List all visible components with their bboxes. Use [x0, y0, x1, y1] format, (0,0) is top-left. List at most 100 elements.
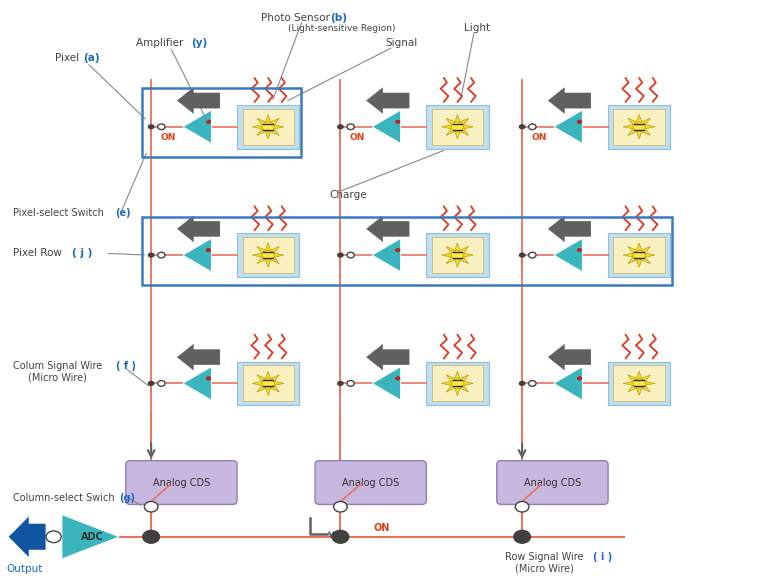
Polygon shape — [554, 239, 582, 272]
Polygon shape — [441, 114, 473, 139]
Text: ( f ): ( f ) — [116, 361, 136, 371]
Bar — [613, 237, 664, 273]
Circle shape — [148, 124, 155, 130]
Polygon shape — [554, 367, 582, 400]
Circle shape — [633, 250, 645, 260]
Text: ON: ON — [161, 133, 176, 142]
Bar — [432, 237, 483, 273]
Text: ON: ON — [350, 133, 365, 142]
Bar — [242, 109, 293, 145]
Text: Signal: Signal — [386, 38, 418, 49]
Circle shape — [148, 381, 155, 386]
Circle shape — [529, 252, 536, 258]
Text: ( j ): ( j ) — [72, 248, 92, 258]
Circle shape — [158, 380, 165, 386]
Polygon shape — [178, 216, 220, 241]
Circle shape — [515, 502, 529, 512]
Circle shape — [633, 379, 645, 388]
Text: (g): (g) — [120, 493, 136, 503]
Text: (Micro Wire): (Micro Wire) — [27, 373, 87, 383]
Text: Charge: Charge — [329, 190, 367, 200]
Text: (Micro Wire): (Micro Wire) — [514, 563, 574, 573]
Polygon shape — [183, 110, 211, 144]
Text: Analog CDS: Analog CDS — [342, 478, 399, 488]
Circle shape — [519, 124, 526, 130]
Text: ADC: ADC — [81, 532, 104, 542]
Circle shape — [395, 120, 400, 124]
Bar — [613, 366, 664, 401]
Text: (b): (b) — [331, 13, 347, 23]
Text: Output: Output — [6, 564, 43, 574]
Circle shape — [337, 253, 344, 258]
Polygon shape — [623, 114, 655, 139]
Bar — [237, 233, 299, 277]
Text: Colum Signal Wire: Colum Signal Wire — [13, 361, 105, 371]
Polygon shape — [62, 515, 119, 559]
Circle shape — [207, 120, 211, 124]
Circle shape — [577, 248, 581, 252]
Text: Pixel-select Switch: Pixel-select Switch — [13, 207, 107, 217]
Circle shape — [46, 531, 61, 543]
Polygon shape — [183, 367, 211, 400]
Text: Light: Light — [464, 23, 490, 33]
Text: Row Signal Wire: Row Signal Wire — [505, 551, 587, 561]
Polygon shape — [252, 114, 284, 139]
Polygon shape — [9, 517, 45, 557]
Circle shape — [577, 120, 581, 124]
Circle shape — [332, 530, 349, 543]
Text: Column-select Swich: Column-select Swich — [13, 493, 117, 503]
Circle shape — [337, 124, 344, 130]
FancyBboxPatch shape — [126, 461, 237, 505]
Circle shape — [514, 530, 530, 543]
Polygon shape — [183, 239, 211, 272]
Circle shape — [144, 502, 158, 512]
FancyBboxPatch shape — [315, 461, 427, 505]
Polygon shape — [623, 371, 655, 396]
Polygon shape — [252, 371, 284, 396]
Text: Amplifier: Amplifier — [136, 38, 187, 49]
Polygon shape — [367, 216, 409, 241]
Circle shape — [347, 380, 354, 386]
Polygon shape — [178, 88, 220, 113]
Bar — [426, 233, 488, 277]
Text: (y): (y) — [191, 38, 207, 49]
Circle shape — [633, 122, 645, 131]
Text: ON: ON — [374, 523, 390, 533]
Circle shape — [262, 250, 274, 260]
Bar — [608, 233, 671, 277]
Text: Photo Sensor: Photo Sensor — [261, 13, 333, 23]
Circle shape — [519, 381, 526, 386]
Polygon shape — [178, 345, 220, 370]
Circle shape — [142, 530, 159, 543]
Circle shape — [395, 248, 400, 252]
Circle shape — [519, 253, 526, 258]
Polygon shape — [372, 110, 401, 144]
Circle shape — [347, 124, 354, 130]
Bar — [432, 109, 483, 145]
Bar — [613, 109, 664, 145]
Circle shape — [334, 502, 347, 512]
Bar — [608, 105, 671, 149]
Polygon shape — [548, 88, 591, 113]
Polygon shape — [441, 243, 473, 267]
Bar — [608, 362, 671, 406]
Text: (a): (a) — [83, 53, 100, 63]
Circle shape — [158, 252, 165, 258]
Circle shape — [529, 124, 536, 130]
Text: Analog CDS: Analog CDS — [523, 478, 581, 488]
Bar — [242, 237, 293, 273]
Text: ON: ON — [531, 133, 547, 142]
Bar — [426, 105, 488, 149]
Circle shape — [207, 248, 211, 252]
Text: ( i ): ( i ) — [593, 551, 612, 561]
FancyBboxPatch shape — [497, 461, 608, 505]
Circle shape — [451, 379, 463, 388]
Circle shape — [451, 122, 463, 131]
Circle shape — [529, 380, 536, 386]
Polygon shape — [367, 345, 409, 370]
Circle shape — [207, 377, 211, 380]
Bar — [242, 366, 293, 401]
Polygon shape — [372, 367, 401, 400]
Circle shape — [262, 122, 274, 131]
Polygon shape — [623, 243, 655, 267]
